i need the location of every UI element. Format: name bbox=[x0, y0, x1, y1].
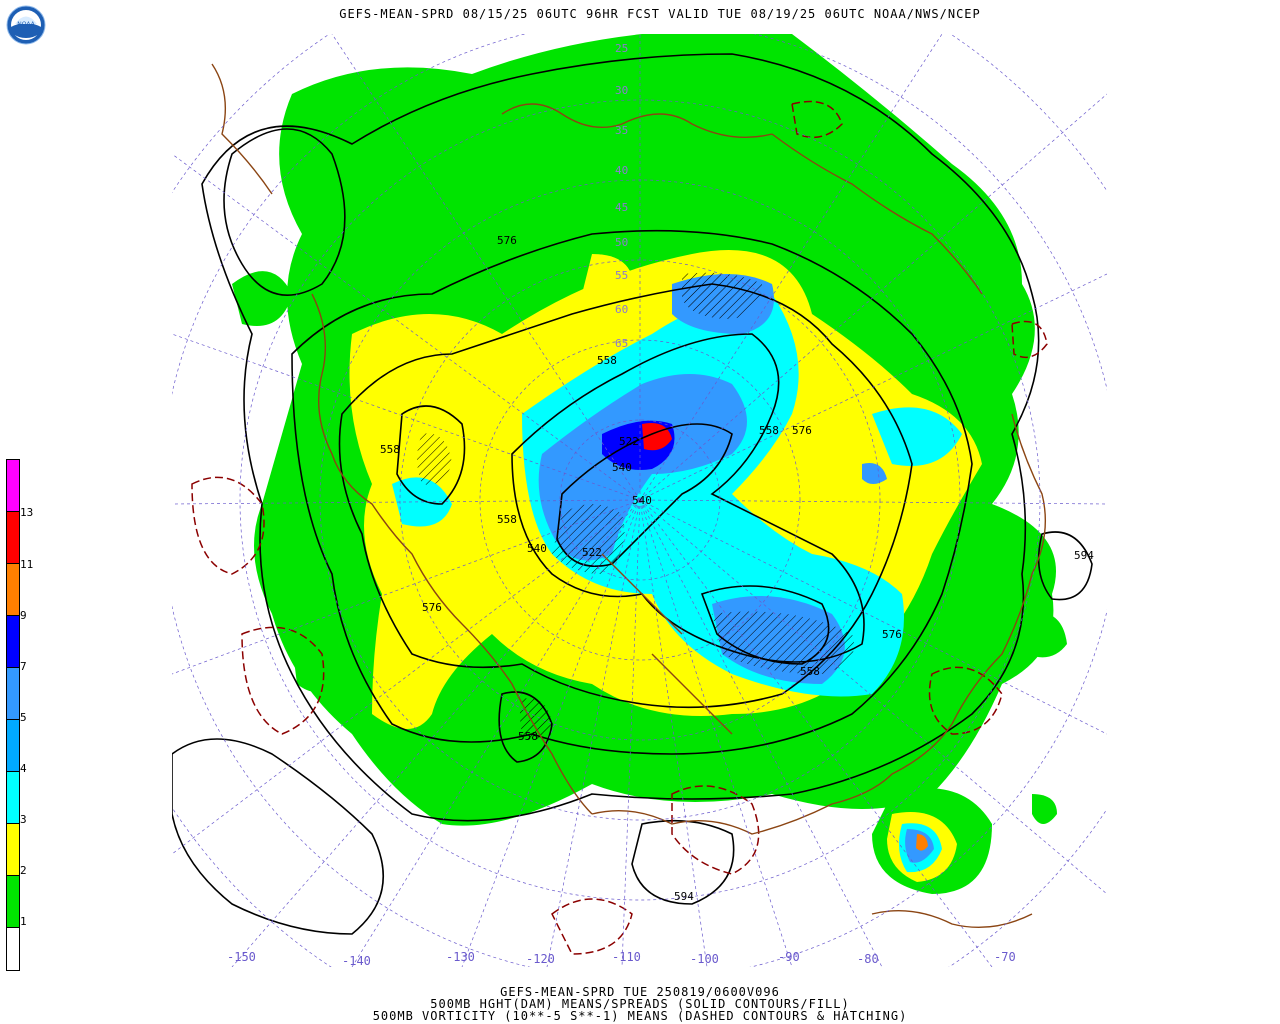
longitude-labels: -150 -140 -130 -120 -110 -100 -90 -80 -7… bbox=[227, 950, 1016, 967]
contour-label: 540 bbox=[632, 494, 652, 507]
contour-label: 576 bbox=[792, 424, 812, 437]
contour-label: 540 bbox=[612, 461, 632, 474]
contour-label: 576 bbox=[882, 628, 902, 641]
legend-swatch bbox=[6, 876, 20, 928]
lon-label: -110 bbox=[612, 950, 641, 964]
legend-swatch bbox=[6, 928, 20, 971]
contour-label: 558 bbox=[518, 730, 538, 743]
lon-label: -100 bbox=[690, 952, 719, 966]
noaa-logo-icon: NOAA bbox=[6, 5, 46, 45]
legend-swatch bbox=[6, 616, 20, 668]
lat-label: 40 bbox=[615, 164, 628, 177]
legend-label: 5 bbox=[20, 711, 27, 724]
footer-line-2: 500MB HGHT(DAM) MEANS/SPREADS (SOLID CON… bbox=[430, 997, 850, 1011]
contour-label: 558 bbox=[597, 354, 617, 367]
contour-label: 558 bbox=[497, 513, 517, 526]
chart-title: GEFS-MEAN-SPRD 08/15/25 06UTC 96HR FCST … bbox=[339, 7, 981, 21]
legend-label: 9 bbox=[20, 609, 27, 622]
footer-line-1: GEFS-MEAN-SPRD TUE 250819/0600V096 bbox=[500, 985, 780, 999]
legend-label: 1 bbox=[20, 915, 27, 928]
legend-swatch bbox=[6, 564, 20, 616]
lat-label: 45 bbox=[615, 201, 628, 214]
contour-label: 522 bbox=[582, 546, 602, 559]
lat-label: 35 bbox=[615, 124, 628, 137]
contour-label: 576 bbox=[497, 234, 517, 247]
logo-text: NOAA bbox=[17, 21, 35, 28]
lon-label: -120 bbox=[526, 952, 555, 966]
contour-label: 558 bbox=[380, 443, 400, 456]
vorticity-dashed-contours bbox=[191, 100, 1048, 955]
lon-label: -140 bbox=[342, 954, 371, 967]
legend-label: 7 bbox=[20, 660, 27, 673]
legend-label: 3 bbox=[20, 813, 27, 826]
legend-label: 11 bbox=[20, 558, 34, 571]
contour-label: 558 bbox=[800, 665, 820, 678]
lat-label: 50 bbox=[615, 236, 628, 249]
lat-label: 55 bbox=[615, 269, 628, 282]
contour-labels: 576 558 558 558 540 522 540 576 576 558 … bbox=[380, 234, 1094, 903]
lat-label: 30 bbox=[615, 84, 628, 97]
height-contours bbox=[172, 53, 1093, 935]
legend-swatch bbox=[6, 720, 20, 772]
legend-swatch bbox=[6, 512, 20, 564]
lon-label: -70 bbox=[994, 950, 1016, 964]
legend-swatch bbox=[6, 668, 20, 720]
lat-label: 25 bbox=[615, 42, 628, 55]
latlon-grid bbox=[172, 34, 1107, 967]
legend-label: 13 bbox=[20, 506, 34, 519]
legend-swatch bbox=[6, 459, 20, 512]
spread-legend bbox=[6, 459, 20, 971]
lon-label: -150 bbox=[227, 950, 256, 964]
lon-label: -80 bbox=[857, 952, 879, 966]
footer-line-3: 500MB VORTICITY (10**-5 S**-1) MEANS (DA… bbox=[372, 1009, 908, 1023]
contour-label: 522 bbox=[619, 435, 639, 448]
legend-label: 4 bbox=[20, 762, 27, 775]
legend-swatch bbox=[6, 772, 20, 824]
contour-label: 594 bbox=[674, 890, 694, 903]
legend-swatch bbox=[6, 824, 20, 876]
contour-label: 594 bbox=[1074, 549, 1094, 562]
contour-label: 576 bbox=[422, 601, 442, 614]
vorticity-hatching bbox=[417, 272, 854, 740]
forecast-map: 25 30 35 40 45 50 55 60 65 576 558 558 5… bbox=[172, 34, 1107, 967]
contour-label: 540 bbox=[527, 542, 547, 555]
lon-label: -130 bbox=[446, 950, 475, 964]
lon-label: -90 bbox=[778, 950, 800, 964]
lat-label: 60 bbox=[615, 303, 628, 316]
latitude-labels: 25 30 35 40 45 50 55 60 65 bbox=[615, 42, 628, 350]
lat-label: 65 bbox=[615, 337, 628, 350]
contour-label: 558 bbox=[759, 424, 779, 437]
legend-label: 2 bbox=[20, 864, 27, 877]
